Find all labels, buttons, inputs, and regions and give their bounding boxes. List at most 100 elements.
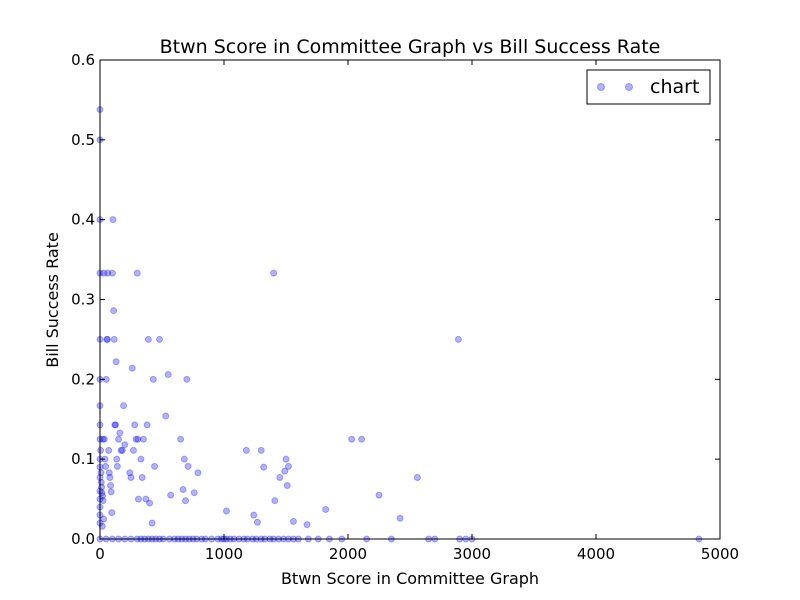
scatter-point xyxy=(276,474,284,482)
scatter-point xyxy=(109,216,117,224)
scatter-point xyxy=(116,429,124,437)
scatter-point xyxy=(134,495,142,503)
legend-marker xyxy=(625,83,633,91)
scatter-point xyxy=(128,364,136,372)
scatter-point xyxy=(103,335,111,343)
scatter-point xyxy=(146,499,154,507)
scatter-point xyxy=(282,455,290,463)
scatter-point xyxy=(118,446,126,454)
scatter-point xyxy=(100,515,108,523)
scatter-point xyxy=(108,269,116,277)
scatter-point xyxy=(129,446,137,454)
scatter-point xyxy=(289,517,297,525)
scatter-point xyxy=(139,435,147,443)
scatter-point xyxy=(104,269,112,277)
chart-title: Btwn Score in Committee Graph vs Bill Su… xyxy=(160,36,661,58)
scatter-point xyxy=(120,402,128,410)
x-axis-label: Btwn Score in Committee Graph xyxy=(281,569,539,588)
scatter-point xyxy=(137,455,145,463)
scatter-point xyxy=(127,474,135,482)
y-tick-label: 0.4 xyxy=(71,211,95,229)
legend-box xyxy=(586,69,711,105)
scatter-point xyxy=(144,335,152,343)
scatter-point xyxy=(190,489,198,497)
scatter-point xyxy=(105,446,113,454)
scatter-point xyxy=(132,435,140,443)
y-tick-label: 0.2 xyxy=(71,370,95,388)
y-tick-label: 0.3 xyxy=(71,291,95,309)
scatter-point xyxy=(182,497,190,505)
scatter-point xyxy=(99,497,107,505)
x-tick-label: 5000 xyxy=(701,545,739,563)
scatter-point xyxy=(115,435,123,443)
scatter-point xyxy=(113,462,121,470)
legend: chart xyxy=(586,69,711,105)
scatter-point xyxy=(253,518,261,526)
scatter-point xyxy=(164,371,172,379)
scatter-point xyxy=(107,488,115,496)
scatter-point xyxy=(142,495,150,503)
scatter-point xyxy=(358,435,366,443)
scatter-point xyxy=(281,467,289,475)
scatter-point xyxy=(151,462,159,470)
scatter-point xyxy=(184,462,192,470)
scatter-point xyxy=(110,335,118,343)
ticks-layer: 0 1000 2000 3000 4000 5000 0.0 0.1 0.2 0.3 0.4 0.5 0… xyxy=(71,51,739,563)
scatter-point xyxy=(107,482,115,490)
y-tick-label: 0.5 xyxy=(71,131,95,149)
scatter-point xyxy=(375,491,383,499)
scatter-point xyxy=(222,507,230,515)
scatter-point xyxy=(260,463,268,471)
scatter-point xyxy=(143,421,151,429)
scatter-point xyxy=(250,511,258,519)
scatter-point xyxy=(454,335,462,343)
scatter-point xyxy=(113,455,121,463)
legend-marker xyxy=(597,83,605,91)
scatter-point xyxy=(97,483,105,491)
scatter-point xyxy=(102,462,110,470)
scatter-point xyxy=(179,486,187,494)
legend-label: chart xyxy=(650,76,699,98)
scatter-point xyxy=(117,446,125,454)
scatter-point xyxy=(106,474,114,482)
x-tick-label: 0 xyxy=(95,545,105,563)
scatter-point xyxy=(283,482,291,490)
scatter-point xyxy=(100,269,108,277)
scatter-point xyxy=(270,269,278,277)
scatter-point xyxy=(98,492,106,500)
y-tick-label: 0.6 xyxy=(71,51,95,69)
scatter-point xyxy=(322,505,330,513)
scatter-point xyxy=(162,412,170,420)
scatter-point xyxy=(180,455,188,463)
scatter-point xyxy=(148,519,156,527)
scatter-point xyxy=(257,446,265,454)
scatter-point xyxy=(194,469,202,477)
scatter-point xyxy=(105,469,113,477)
y-axis-label: Bill Success Rate xyxy=(43,232,62,368)
scatter-point xyxy=(110,307,118,315)
scatter-point xyxy=(131,421,139,429)
scatter-point xyxy=(97,469,105,477)
y-tick-label: 0.0 xyxy=(71,530,95,548)
scatter-point xyxy=(348,435,356,443)
scatter-point xyxy=(242,446,250,454)
scatter-point xyxy=(149,375,157,383)
scatter-point xyxy=(112,421,119,429)
scatter-point xyxy=(413,474,421,482)
scatter-point xyxy=(134,435,142,443)
scatter-point xyxy=(100,435,108,443)
x-tick-label: 2000 xyxy=(329,545,367,563)
scatter-point xyxy=(126,469,134,477)
scatter-point xyxy=(167,491,175,499)
scatter-point xyxy=(112,358,120,366)
scatter-point xyxy=(133,269,141,277)
scatter-point xyxy=(396,514,404,522)
scatter-point xyxy=(108,509,116,517)
scatter-point xyxy=(103,335,111,343)
scatter-point xyxy=(156,335,164,343)
scatter-point xyxy=(98,522,106,530)
scatter-point xyxy=(284,462,292,470)
scatter-point xyxy=(183,375,191,383)
x-tick-label: 1000 xyxy=(205,545,243,563)
